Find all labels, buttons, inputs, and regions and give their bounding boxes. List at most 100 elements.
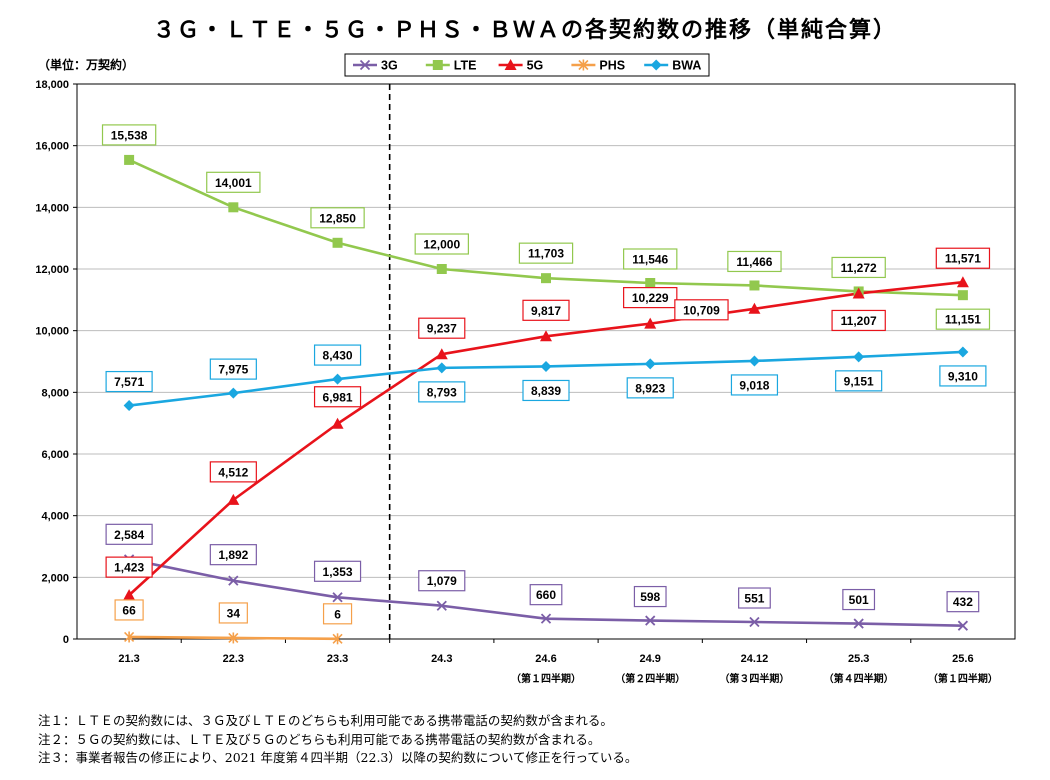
data-label-text: 6 bbox=[334, 607, 341, 621]
marker-5g-24.6 bbox=[540, 330, 552, 342]
data-label-5g-23.3: 6,981 bbox=[313, 386, 362, 408]
data-label-text: 7,975 bbox=[218, 363, 248, 377]
y-tick-label: 8,000 bbox=[41, 387, 69, 399]
marker-3g-24.9 bbox=[645, 615, 656, 626]
data-label-text: 8,430 bbox=[323, 349, 353, 363]
footnote-1: 注１：ＬＴＥの契約数には、３Ｇ及びＬＴＥのどちらも利用可能である携帯電話の契約数… bbox=[38, 713, 613, 728]
legend-marker bbox=[432, 60, 443, 70]
legend-item-5g: 5G bbox=[498, 59, 544, 73]
legend-label: BWA bbox=[672, 59, 701, 73]
marker-3g-24.3 bbox=[436, 600, 447, 611]
data-label-5g-25.6: 11,571 bbox=[935, 247, 991, 269]
data-label-text: 11,466 bbox=[736, 255, 772, 269]
x-tick-sublabel: （第１四半期） bbox=[928, 672, 998, 685]
y-tick-label: 2,000 bbox=[41, 572, 69, 584]
data-label-phs-23.3: 6 bbox=[322, 603, 353, 625]
marker-5g-25.3 bbox=[852, 287, 865, 299]
data-label-box bbox=[529, 584, 563, 606]
legend-frame bbox=[344, 53, 710, 77]
x-tick-label: 23.3 bbox=[327, 653, 348, 665]
series-markers bbox=[123, 154, 969, 645]
data-label-box bbox=[727, 250, 782, 273]
data-label-lte-24.3: 12,000 bbox=[414, 233, 469, 255]
data-label-box bbox=[209, 461, 257, 483]
x-tick-sublabel: （第４四半期） bbox=[824, 672, 894, 685]
data-label-3g-25.6: 432 bbox=[946, 591, 980, 613]
data-label-bwa-24.12: 9,018 bbox=[730, 374, 779, 396]
x-tick-sublabel: （第１四半期） bbox=[511, 672, 581, 685]
data-label-bwa-25.3: 9,151 bbox=[835, 370, 883, 392]
x-tick-sublabel: （第３四半期） bbox=[719, 672, 789, 685]
marker-bwa-25.3 bbox=[853, 351, 865, 363]
footnotes: 注１：ＬＴＥの契約数には、３Ｇ及びＬＴＥのどちらも利用可能である携帯電話の契約数… bbox=[38, 712, 637, 768]
data-label-text: 9,151 bbox=[844, 374, 874, 388]
data-label-3g-24.3: 1,079 bbox=[418, 570, 466, 592]
data-label-5g-24.9: 10,229 bbox=[623, 287, 678, 309]
marker-lte-23.3 bbox=[332, 237, 343, 248]
data-label-box bbox=[674, 299, 729, 321]
legend-item-phs: PHS bbox=[571, 59, 625, 73]
legend-item-3g: 3G bbox=[353, 59, 398, 73]
x-tick-label: 21.3 bbox=[118, 653, 139, 665]
y-axis-unit-label: （単位：万契約） bbox=[38, 58, 135, 72]
legend-item-lte: LTE bbox=[425, 59, 476, 73]
x-tick-sublabel: （第２四半期） bbox=[615, 672, 685, 685]
y-tick-label: 18,000 bbox=[35, 79, 69, 91]
data-label-box bbox=[105, 523, 153, 545]
marker-lte-25.6 bbox=[957, 290, 968, 301]
legend-marker bbox=[650, 59, 662, 71]
data-label-text: 11,272 bbox=[841, 261, 877, 275]
marker-lte-22.3 bbox=[228, 202, 239, 213]
data-label-box bbox=[313, 344, 362, 366]
x-tick-label: 22.3 bbox=[223, 653, 244, 665]
legend-item-bwa: BWA bbox=[644, 59, 701, 73]
data-label-text: 432 bbox=[953, 595, 973, 609]
data-label-box bbox=[939, 365, 987, 387]
data-label-box bbox=[101, 124, 157, 146]
data-label-text: 14,001 bbox=[215, 176, 252, 190]
data-label-box bbox=[105, 556, 153, 578]
legend-label: 5G bbox=[527, 59, 544, 73]
data-label-box bbox=[623, 248, 678, 270]
marker-5g-21.3 bbox=[123, 589, 136, 601]
marker-phs-21.3 bbox=[124, 631, 135, 643]
marker-lte-24.3 bbox=[436, 264, 447, 274]
data-label-box bbox=[313, 560, 362, 582]
data-label-text: 660 bbox=[536, 588, 556, 602]
x-stroke bbox=[645, 615, 656, 626]
y-tick-label: 4,000 bbox=[41, 511, 69, 523]
data-label-phs-21.3: 66 bbox=[114, 599, 144, 621]
data-label-text: 9,310 bbox=[948, 369, 978, 383]
x-stroke bbox=[853, 618, 864, 629]
data-label-text: 1,079 bbox=[427, 574, 457, 588]
data-label-phs-22.3: 34 bbox=[218, 602, 248, 624]
data-label-box bbox=[518, 242, 574, 264]
data-label-box bbox=[218, 602, 248, 624]
data-label-5g-25.3: 11,207 bbox=[831, 309, 886, 332]
data-label-bwa-24.6: 8,839 bbox=[522, 379, 570, 402]
data-label-box bbox=[414, 233, 469, 255]
data-label-box bbox=[831, 256, 886, 279]
data-label-text: 15,538 bbox=[111, 128, 148, 142]
data-label-5g-21.3: 1,423 bbox=[105, 556, 153, 578]
data-label-text: 9,817 bbox=[531, 304, 561, 318]
legend-marker bbox=[578, 59, 589, 71]
data-label-bwa-25.6: 9,310 bbox=[939, 365, 987, 387]
x-tick-label: 24.9 bbox=[640, 653, 661, 665]
x-stroke bbox=[749, 616, 760, 628]
gridlines bbox=[77, 145, 1015, 578]
data-label-text: 66 bbox=[122, 603, 136, 617]
marker-3g-24.6 bbox=[540, 613, 552, 624]
data-label-box bbox=[522, 379, 570, 402]
data-label-box bbox=[209, 544, 257, 566]
data-label-text: 598 bbox=[640, 590, 660, 604]
data-label-text: 11,546 bbox=[632, 252, 668, 266]
data-label-box bbox=[209, 358, 257, 380]
data-label-box bbox=[946, 591, 980, 613]
x-tick-label: 24.6 bbox=[535, 653, 556, 665]
axes: 0 2,000 4,000 6,000 8,000 10,000 12,000 14,000 1… bbox=[35, 79, 1016, 685]
data-label-box bbox=[626, 377, 674, 399]
marker-3g-25.3 bbox=[853, 618, 864, 629]
legend-marker bbox=[504, 59, 517, 70]
marker-3g-24.12 bbox=[749, 616, 760, 628]
